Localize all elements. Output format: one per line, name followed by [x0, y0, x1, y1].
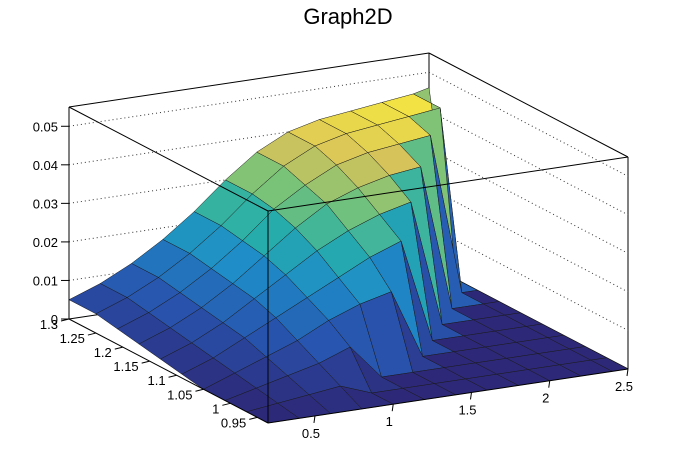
y-tick-2: [195, 388, 204, 392]
x-tick-0: [313, 415, 316, 424]
z-tick-label-2: 0.02: [33, 235, 58, 250]
tick-labels: 0.511.522.50.9511.051.11.151.21.251.300.…: [33, 119, 633, 441]
y-tick-3: [168, 374, 177, 378]
y-tick-4: [141, 360, 150, 364]
grid-line-right-3: [428, 148, 629, 254]
y-tick-5: [114, 346, 123, 350]
y-tick-label-0: 0.95: [221, 415, 246, 430]
x-tick-label-0: 0.5: [302, 426, 320, 441]
z-tick-label-4: 0.04: [33, 158, 58, 173]
front-frame: [68, 106, 629, 424]
grid-line-back-4: [68, 110, 430, 166]
y-tick-label-6: 1.25: [60, 331, 85, 346]
y-tick-0: [249, 416, 258, 420]
y-tick-label-3: 1.1: [147, 373, 165, 388]
x-axis-line: [267, 368, 629, 424]
grid-line-right-5: [428, 71, 629, 177]
x-tick-label-1: 1: [386, 414, 393, 429]
grid-line-right-2: [428, 187, 629, 293]
z-tick-label-1: 0.01: [33, 273, 58, 288]
chart-title: Graph2D: [303, 4, 393, 29]
x-tick-2: [469, 392, 472, 400]
x-tick-1: [391, 404, 394, 412]
left-top-edge: [68, 106, 269, 212]
y-tick-label-2: 1.05: [167, 387, 192, 402]
surface-mesh: [68, 87, 629, 424]
y-axis-line: [68, 318, 269, 424]
y-tick-label-7: 1.3: [40, 317, 58, 332]
z-tick-label-5: 0.05: [33, 119, 58, 134]
grid-line-back-5: [68, 71, 430, 127]
y-tick-label-1: 1: [212, 401, 219, 416]
grid-line-back-3: [68, 148, 430, 204]
x-tick-label-4: 2.5: [615, 379, 633, 394]
y-tick-label-4: 1.15: [113, 359, 138, 374]
y-tick-1: [222, 402, 231, 406]
x-tick-3: [548, 380, 551, 388]
z-tick-label-0: 0: [51, 312, 58, 327]
grid-line-right-4: [428, 110, 629, 216]
back-top-edge: [68, 52, 430, 108]
grid-line-right-1: [428, 226, 629, 331]
x-tick-label-2: 1.5: [458, 402, 476, 417]
z-tick-label-3: 0.03: [33, 196, 58, 211]
front-top-edge: [267, 156, 629, 212]
y-tick-6: [87, 332, 97, 336]
x-tick-4: [626, 368, 629, 377]
right-top-edge: [428, 52, 629, 158]
grid-line-back-2: [68, 187, 430, 243]
x-tick-label-3: 2: [542, 391, 549, 406]
y-tick-label-5: 1.2: [94, 345, 112, 360]
